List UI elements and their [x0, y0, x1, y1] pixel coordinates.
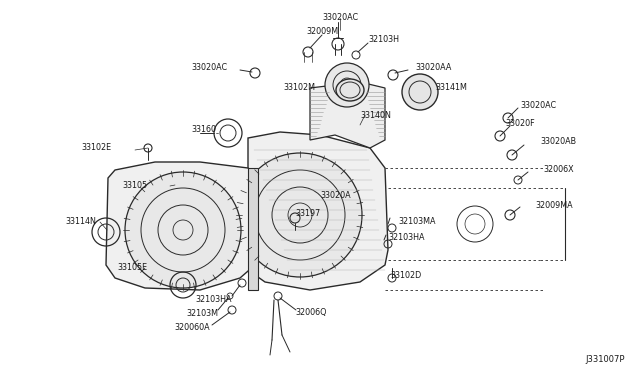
Text: 33020A: 33020A: [320, 190, 351, 199]
Circle shape: [402, 74, 438, 110]
Text: 33105E: 33105E: [118, 263, 148, 273]
Text: 33102M: 33102M: [283, 83, 315, 93]
Text: 32006X: 32006X: [543, 166, 573, 174]
Circle shape: [125, 172, 241, 288]
Polygon shape: [248, 132, 388, 290]
Text: 32103MA: 32103MA: [398, 218, 435, 227]
Text: 33020AA: 33020AA: [415, 64, 451, 73]
Text: 33020AC: 33020AC: [322, 13, 358, 22]
Circle shape: [238, 153, 362, 277]
Text: 33020AC: 33020AC: [520, 100, 556, 109]
Text: 33020AC: 33020AC: [192, 64, 228, 73]
Text: 32006Q: 32006Q: [295, 308, 326, 317]
Text: 32103M: 32103M: [186, 308, 218, 317]
Text: 33160: 33160: [191, 125, 216, 135]
Text: 33020F: 33020F: [505, 119, 534, 128]
Polygon shape: [106, 162, 258, 290]
Text: 32103H: 32103H: [368, 35, 399, 45]
Text: 33105: 33105: [123, 180, 148, 189]
Text: 320060A: 320060A: [174, 324, 210, 333]
Text: 32009MA: 32009MA: [535, 201, 573, 209]
Text: J331007P: J331007P: [586, 356, 625, 365]
Text: 32103HA: 32103HA: [388, 234, 424, 243]
Text: 32103HA: 32103HA: [195, 295, 232, 305]
Text: 33102D: 33102D: [390, 270, 421, 279]
Text: 33102E: 33102E: [82, 144, 112, 153]
Text: 32009M: 32009M: [306, 28, 338, 36]
Text: 33140N: 33140N: [360, 110, 391, 119]
Ellipse shape: [336, 79, 364, 101]
Text: 33114N: 33114N: [65, 218, 96, 227]
Polygon shape: [248, 168, 258, 290]
Polygon shape: [310, 82, 385, 148]
Text: 33197: 33197: [295, 208, 320, 218]
Circle shape: [325, 63, 369, 107]
Text: 33020AB: 33020AB: [540, 138, 576, 147]
Text: 33141M: 33141M: [435, 83, 467, 93]
